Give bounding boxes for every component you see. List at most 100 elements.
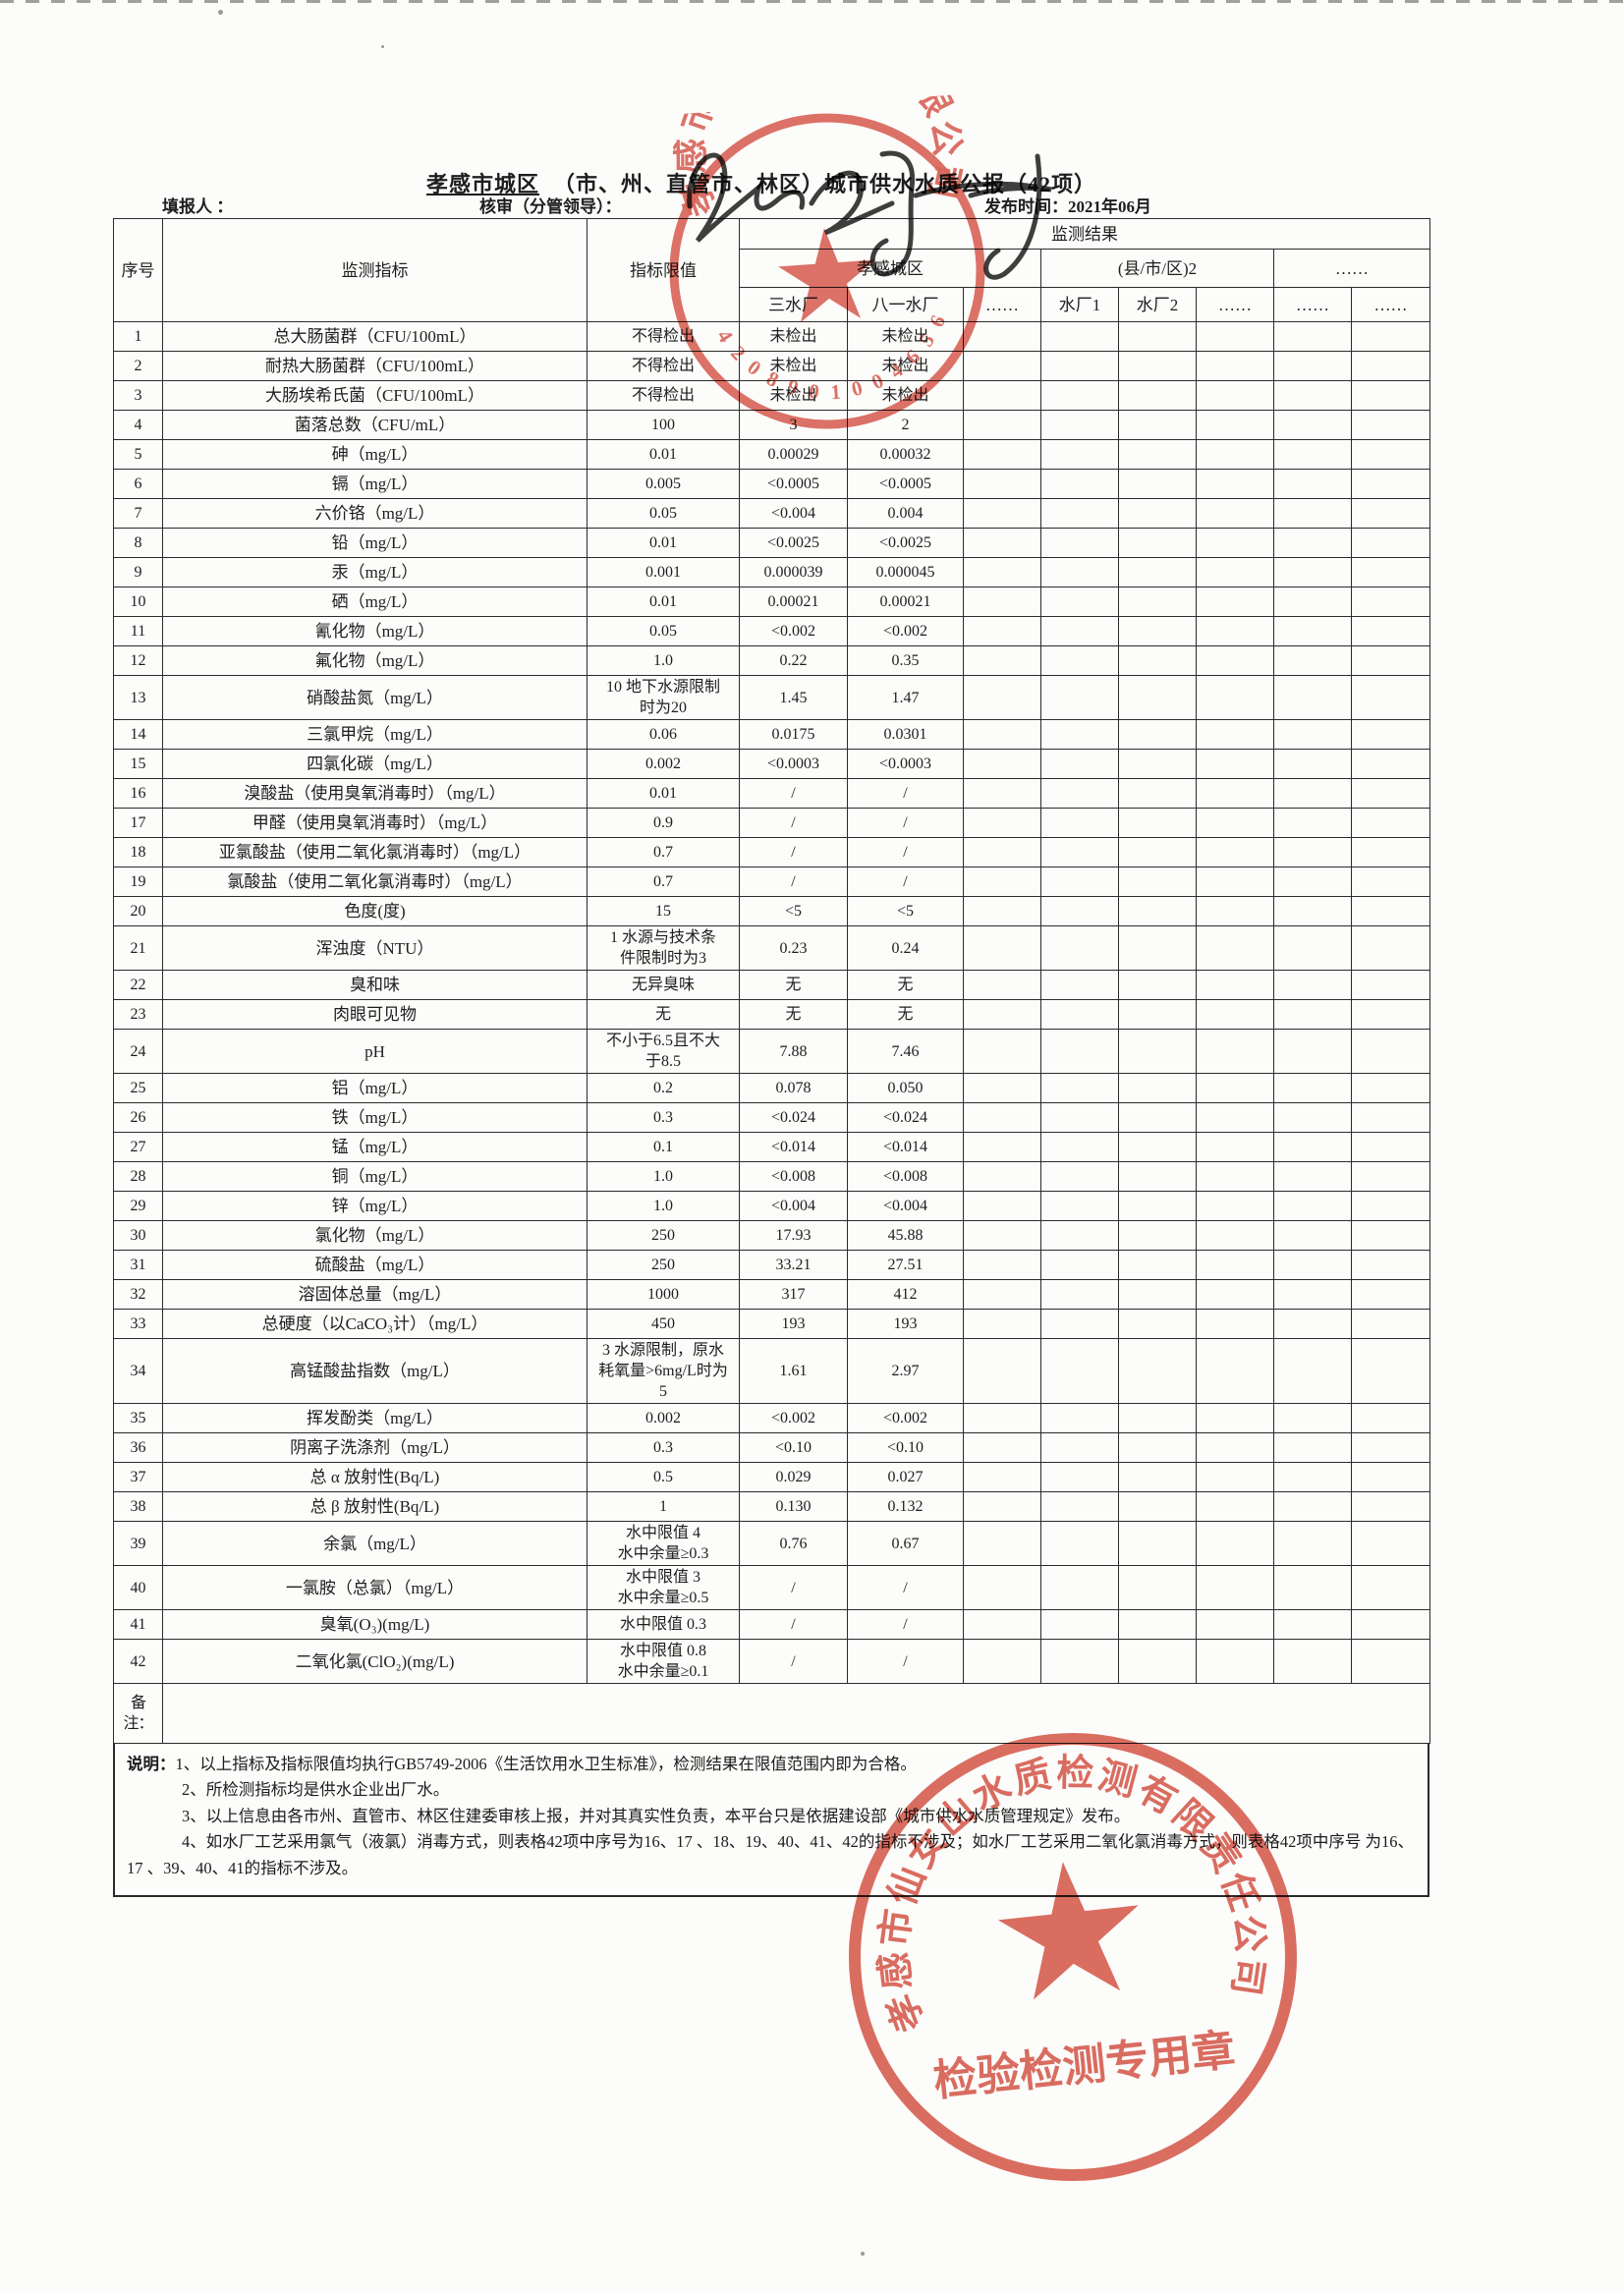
result-shuichang2 bbox=[1118, 557, 1197, 587]
result-bayishuichang: <0.008 bbox=[847, 1161, 964, 1192]
result-sanshuichang: 0.130 bbox=[739, 1491, 848, 1522]
result-ellipsis bbox=[1351, 866, 1430, 897]
result-shuichang2 bbox=[1118, 1462, 1197, 1492]
result-ellipsis bbox=[963, 1491, 1041, 1522]
table-row: 35 挥发酚类（mg/L） 0.002 <0.002 <0.002 bbox=[113, 1403, 1430, 1433]
result-shuichang2 bbox=[1118, 380, 1197, 411]
row-number: 14 bbox=[113, 719, 163, 750]
result-shuichang1 bbox=[1040, 970, 1119, 1000]
row-number: 19 bbox=[113, 866, 163, 897]
result-sanshuichang: <0.10 bbox=[739, 1432, 848, 1463]
table-row: 6 镉（mg/L） 0.005 <0.0005 <0.0005 bbox=[113, 469, 1430, 499]
result-shuichang2 bbox=[1118, 351, 1197, 381]
result-sanshuichang: / bbox=[739, 1609, 848, 1640]
result-sanshuichang: 193 bbox=[739, 1309, 848, 1339]
result-sanshuichang: 0.078 bbox=[739, 1073, 848, 1103]
result-ellipsis bbox=[1273, 1403, 1352, 1433]
table-row: 30 氯化物（mg/L） 250 17.93 45.88 bbox=[113, 1220, 1430, 1251]
result-ellipsis bbox=[1273, 380, 1352, 411]
result-shuichang1 bbox=[1040, 1029, 1119, 1074]
table-row: 26 铁（mg/L） 0.3 <0.024 <0.024 bbox=[113, 1102, 1430, 1133]
table-row: 18 亚氯酸盐（使用二氧化氯消毒时）（mg/L） 0.7// bbox=[113, 837, 1430, 867]
result-bayishuichang: 0.0301 bbox=[847, 719, 964, 750]
result-shuichang1 bbox=[1040, 1132, 1119, 1162]
result-bayishuichang: 1.47 bbox=[847, 675, 964, 720]
indicator-name: 阴离子洗涤剂（mg/L） bbox=[162, 1432, 588, 1463]
limit-value: 0.01 bbox=[587, 528, 740, 558]
result-ellipsis bbox=[1273, 616, 1352, 646]
table-row: 8 铅（mg/L） 0.01 <0.0025 <0.0025 bbox=[113, 528, 1430, 558]
result-shuichang2 bbox=[1118, 778, 1197, 809]
row-number: 2 bbox=[113, 351, 163, 381]
result-shuichang1 bbox=[1040, 1432, 1119, 1463]
row-number: 9 bbox=[113, 557, 163, 587]
row-number: 32 bbox=[113, 1279, 163, 1310]
result-ellipsis bbox=[1196, 866, 1274, 897]
result-bayishuichang: <5 bbox=[847, 896, 964, 926]
result-shuichang1 bbox=[1040, 925, 1119, 971]
result-shuichang1 bbox=[1040, 1521, 1119, 1566]
indicator-name: 铝（mg/L） bbox=[162, 1073, 588, 1103]
result-ellipsis bbox=[1273, 587, 1352, 617]
result-bayishuichang: 2.97 bbox=[847, 1338, 964, 1404]
limit-value: 0.1 bbox=[587, 1132, 740, 1162]
result-sanshuichang: 1.45 bbox=[739, 675, 848, 720]
filler-label: 填报人 ： bbox=[162, 197, 234, 216]
indicator-name: 菌落总数（CFU/mL） bbox=[162, 410, 588, 440]
result-ellipsis bbox=[963, 970, 1041, 1000]
row-number: 1 bbox=[113, 321, 163, 352]
limit-value: 1 水源与技术条 件限制时为3 bbox=[587, 925, 740, 971]
result-ellipsis bbox=[1196, 1161, 1274, 1192]
result-shuichang1 bbox=[1040, 1491, 1119, 1522]
limit-value: 10 地下水源限制 时为20 bbox=[587, 675, 740, 720]
result-ellipsis bbox=[1351, 970, 1430, 1000]
result-bayishuichang: <0.0025 bbox=[847, 528, 964, 558]
table-row: 19 氯酸盐（使用二氧化氯消毒时）（mg/L） 0.7// bbox=[113, 866, 1430, 897]
indicator-name: 挥发酚类（mg/L） bbox=[162, 1403, 588, 1433]
plant-header: …… bbox=[1273, 287, 1352, 322]
result-bayishuichang: 7.46 bbox=[847, 1029, 964, 1074]
result-sanshuichang: 0.23 bbox=[739, 925, 848, 971]
result-ellipsis bbox=[1273, 778, 1352, 809]
result-ellipsis bbox=[963, 587, 1041, 617]
table-row: 23 肉眼可见物无无无 bbox=[113, 999, 1430, 1030]
row-number: 23 bbox=[113, 999, 163, 1030]
table-row: 36 阴离子洗涤剂（mg/L） 0.3 <0.10 <0.10 bbox=[113, 1432, 1430, 1463]
limit-value: 0.5 bbox=[587, 1462, 740, 1492]
result-ellipsis bbox=[963, 1191, 1041, 1221]
result-bayishuichang: 无 bbox=[847, 999, 964, 1030]
result-ellipsis bbox=[1273, 719, 1352, 750]
indicator-name: 高锰酸盐指数（mg/L） bbox=[162, 1338, 588, 1404]
row-number: 12 bbox=[113, 645, 163, 676]
row-number: 26 bbox=[113, 1102, 163, 1133]
note-line: 2、所检测指标均是供水企业出厂水。 bbox=[182, 1780, 450, 1800]
result-bayishuichang: 0.00021 bbox=[847, 587, 964, 617]
result-sanshuichang: <0.0003 bbox=[739, 749, 848, 779]
row-number: 11 bbox=[113, 616, 163, 646]
indicator-name: 铁（mg/L） bbox=[162, 1102, 588, 1133]
result-shuichang1 bbox=[1040, 1639, 1119, 1684]
indicator-name: 氯化物（mg/L） bbox=[162, 1220, 588, 1251]
row-number: 37 bbox=[113, 1462, 163, 1492]
limit-value: 1 bbox=[587, 1491, 740, 1522]
result-ellipsis bbox=[1351, 999, 1430, 1030]
result-ellipsis bbox=[1196, 410, 1274, 440]
result-ellipsis bbox=[1273, 1250, 1352, 1280]
remark-value bbox=[162, 1683, 1430, 1744]
result-ellipsis bbox=[1196, 749, 1274, 779]
indicator-name: 锰（mg/L） bbox=[162, 1132, 588, 1162]
table-row: 21 浑浊度（NTU） 1 水源与技术条 件限制时为3 0.23 0.24 bbox=[113, 925, 1430, 971]
result-shuichang1 bbox=[1040, 587, 1119, 617]
result-shuichang2 bbox=[1118, 1102, 1197, 1133]
result-sanshuichang: / bbox=[739, 1565, 848, 1610]
result-ellipsis bbox=[1196, 999, 1274, 1030]
col-header-seq: 序号 bbox=[113, 218, 163, 322]
result-bayishuichang: 0.132 bbox=[847, 1491, 964, 1522]
result-sanshuichang: 0.00021 bbox=[739, 587, 848, 617]
table-row: 34 高锰酸盐指数（mg/L） 3 水源限制，原水 耗氧量>6mg/L时为 5 1.6… bbox=[113, 1338, 1430, 1404]
seal-star-icon bbox=[997, 1862, 1139, 2000]
result-shuichang1 bbox=[1040, 469, 1119, 499]
result-ellipsis bbox=[1273, 1191, 1352, 1221]
result-sanshuichang: <0.004 bbox=[739, 1191, 848, 1221]
table-row: 5 砷（mg/L） 0.01 0.00029 0.00032 bbox=[113, 439, 1430, 470]
